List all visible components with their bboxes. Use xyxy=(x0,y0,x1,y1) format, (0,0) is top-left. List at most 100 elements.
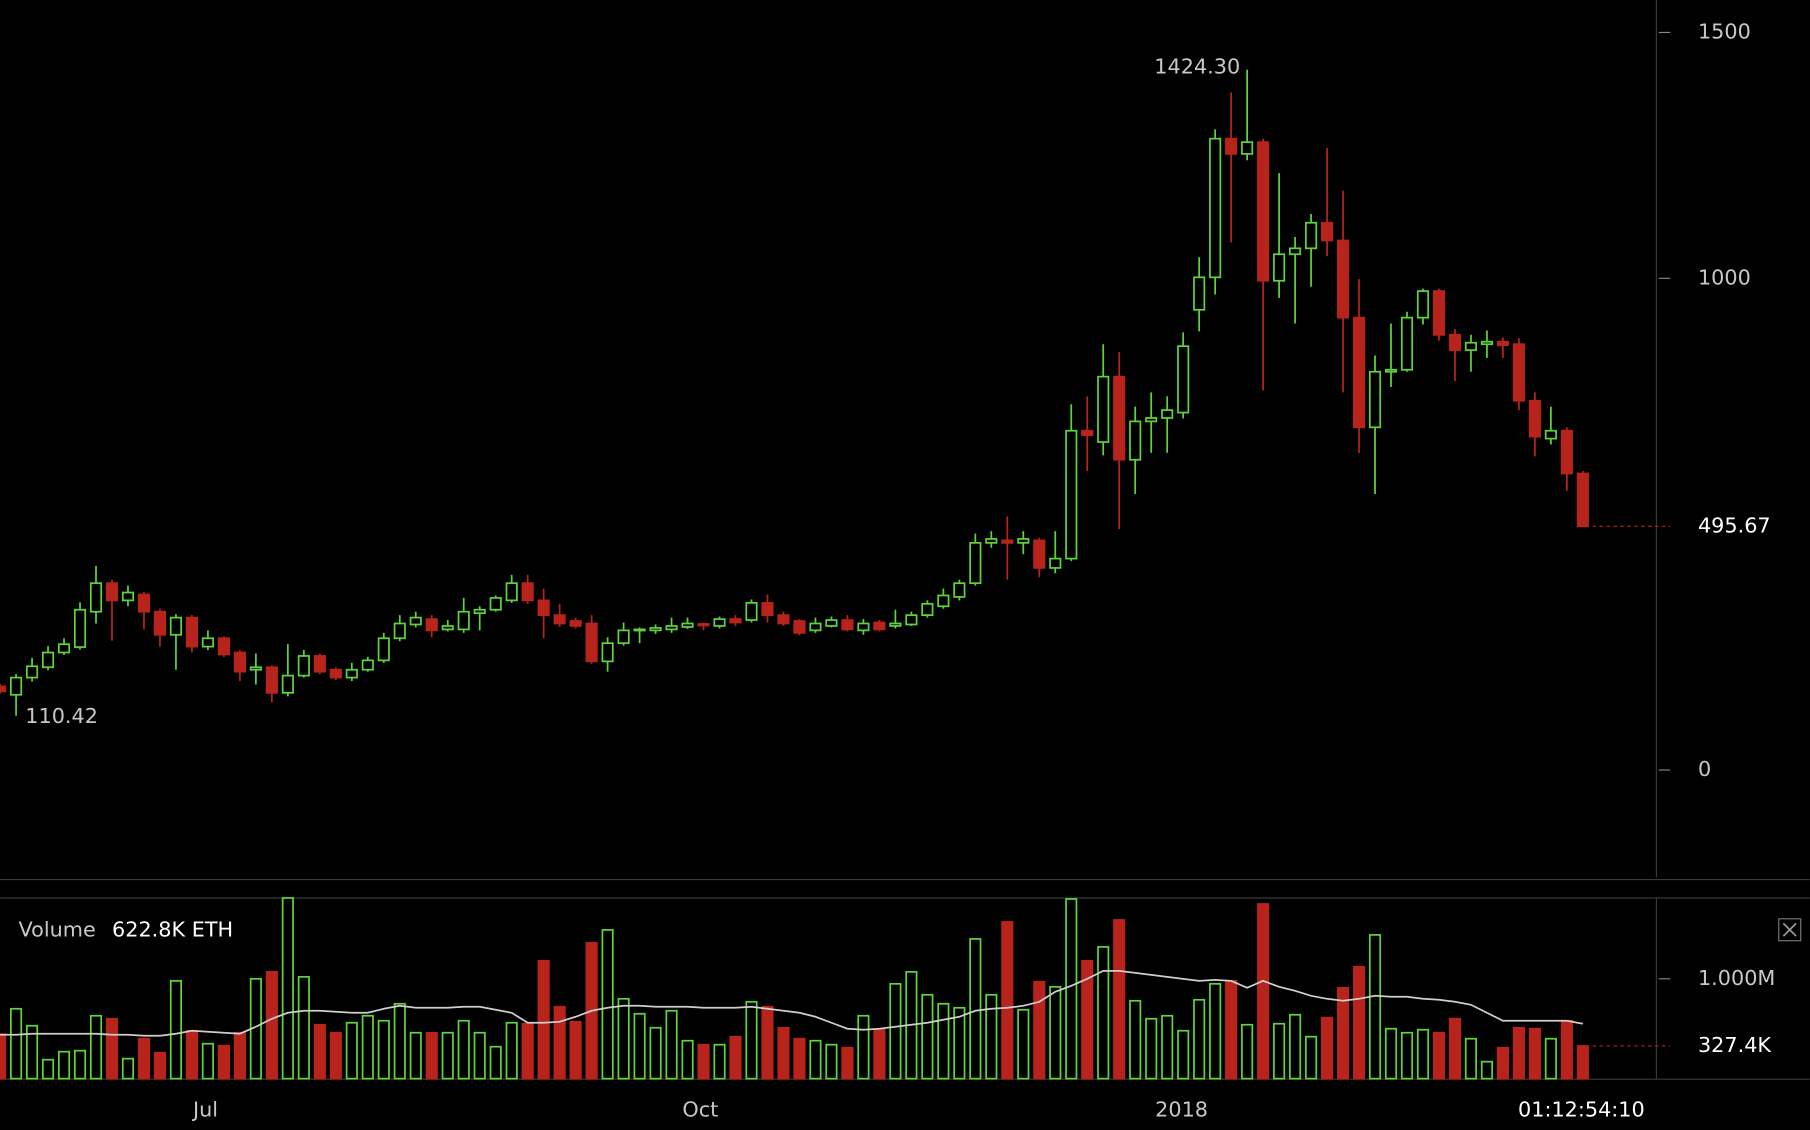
x-tick-label: Oct xyxy=(682,1097,718,1121)
volume-tick-label: 1.000M xyxy=(1698,966,1775,990)
volume-bar xyxy=(729,1035,742,1080)
candle-body xyxy=(169,616,183,636)
candle-body xyxy=(121,591,135,602)
volume-bar xyxy=(265,970,278,1080)
volume-bar xyxy=(329,1031,342,1080)
volume-bar xyxy=(889,982,902,1080)
volume-bar xyxy=(777,1026,790,1080)
candle-body xyxy=(1081,429,1094,437)
volume-bar xyxy=(313,1023,326,1080)
candle-body xyxy=(409,616,422,626)
volume-bar xyxy=(105,1017,119,1080)
x-tick-label: Jul xyxy=(191,1097,218,1121)
volume-bar xyxy=(665,1009,678,1080)
volume-bar xyxy=(809,1039,822,1080)
candle-body xyxy=(10,676,23,696)
volume-bar xyxy=(233,1031,246,1080)
candle-body xyxy=(1480,340,1494,346)
volume-bar xyxy=(1352,965,1366,1080)
candle-body xyxy=(457,610,470,631)
y-tick-label: 0 xyxy=(1698,757,1711,781)
candle-body xyxy=(1496,340,1509,347)
candle-body xyxy=(745,601,758,621)
volume-bar xyxy=(1049,985,1062,1080)
candle-body xyxy=(633,628,646,632)
volume-bar xyxy=(10,1007,23,1080)
volume-bar xyxy=(217,1044,230,1080)
close-volume-button[interactable] xyxy=(1778,918,1802,942)
volume-bar xyxy=(793,1037,806,1080)
volume-bar xyxy=(1209,982,1222,1080)
volume-bar xyxy=(505,1021,518,1080)
volume-bar xyxy=(425,1031,438,1080)
candle-body xyxy=(537,599,550,617)
volume-bar xyxy=(1097,946,1110,1080)
volume-bar xyxy=(1033,980,1046,1080)
volume-bar xyxy=(489,1045,502,1080)
candle-body xyxy=(441,625,454,631)
volume-bar xyxy=(1496,1046,1509,1080)
last-price-label: 495.67 xyxy=(1698,513,1771,537)
candle-body xyxy=(1017,538,1030,544)
candle-body xyxy=(89,582,103,613)
close-box[interactable] xyxy=(1778,918,1802,942)
candle-body xyxy=(249,666,262,671)
candle-body xyxy=(873,621,886,631)
volume-bar xyxy=(633,1012,646,1080)
candle-body xyxy=(393,622,406,640)
volume-bar xyxy=(1017,1008,1030,1080)
candle-body xyxy=(329,668,342,679)
volume-bar xyxy=(1448,1017,1462,1080)
candle-body xyxy=(937,594,950,608)
candle-body xyxy=(1209,137,1222,279)
candle-body xyxy=(1576,472,1589,528)
volume-bar xyxy=(1065,898,1078,1080)
volume-bar xyxy=(153,1051,167,1080)
candle-body xyxy=(665,625,678,631)
candle-body xyxy=(1384,368,1398,373)
candle-body xyxy=(1257,141,1270,282)
candle-body xyxy=(825,619,838,627)
candle-body xyxy=(761,601,774,617)
volume-bar xyxy=(1400,1031,1414,1080)
candle-body xyxy=(281,674,294,694)
candle-body xyxy=(1512,343,1525,402)
volume-moving-average xyxy=(0,969,1584,1037)
candle-body xyxy=(1113,375,1126,461)
candle-body xyxy=(905,614,918,626)
volume-bar xyxy=(841,1046,854,1080)
volume-bar xyxy=(281,897,294,1080)
volume-bar xyxy=(393,1002,406,1080)
y-tick-label: 1500 xyxy=(1698,19,1751,43)
volume-bar xyxy=(1161,1014,1174,1080)
volume-bar xyxy=(1241,1023,1254,1080)
candle-body xyxy=(217,637,230,656)
volume-bar xyxy=(681,1039,694,1080)
volume-bar xyxy=(1273,1022,1286,1080)
volume-bar xyxy=(473,1031,486,1080)
countdown-timer: 01:12:54:10 xyxy=(1518,1097,1645,1121)
candle-body xyxy=(201,637,214,648)
candle-body xyxy=(297,655,310,677)
candle-body xyxy=(729,618,742,624)
volume-bar xyxy=(409,1031,422,1080)
candle-body xyxy=(41,651,55,669)
volume-bar xyxy=(745,1000,758,1080)
volume-bar xyxy=(1512,1026,1525,1080)
candle-body xyxy=(1528,399,1541,438)
candle-body xyxy=(185,616,198,648)
volume-bar xyxy=(0,1033,7,1080)
volume-bar xyxy=(969,938,982,1080)
last-volume-label: 327.4K xyxy=(1698,1033,1772,1057)
volume-bar xyxy=(1464,1037,1478,1080)
candle-body xyxy=(1336,239,1350,319)
candle-body xyxy=(585,622,598,663)
volume-bar xyxy=(457,1019,470,1080)
volume-bar xyxy=(985,993,998,1080)
candle-body xyxy=(1416,290,1430,319)
volume-bar xyxy=(713,1043,726,1080)
candle-body xyxy=(697,623,710,627)
close-icon[interactable] xyxy=(1782,922,1797,937)
volume-bar xyxy=(1257,903,1270,1080)
volume-bar xyxy=(1177,1029,1190,1080)
